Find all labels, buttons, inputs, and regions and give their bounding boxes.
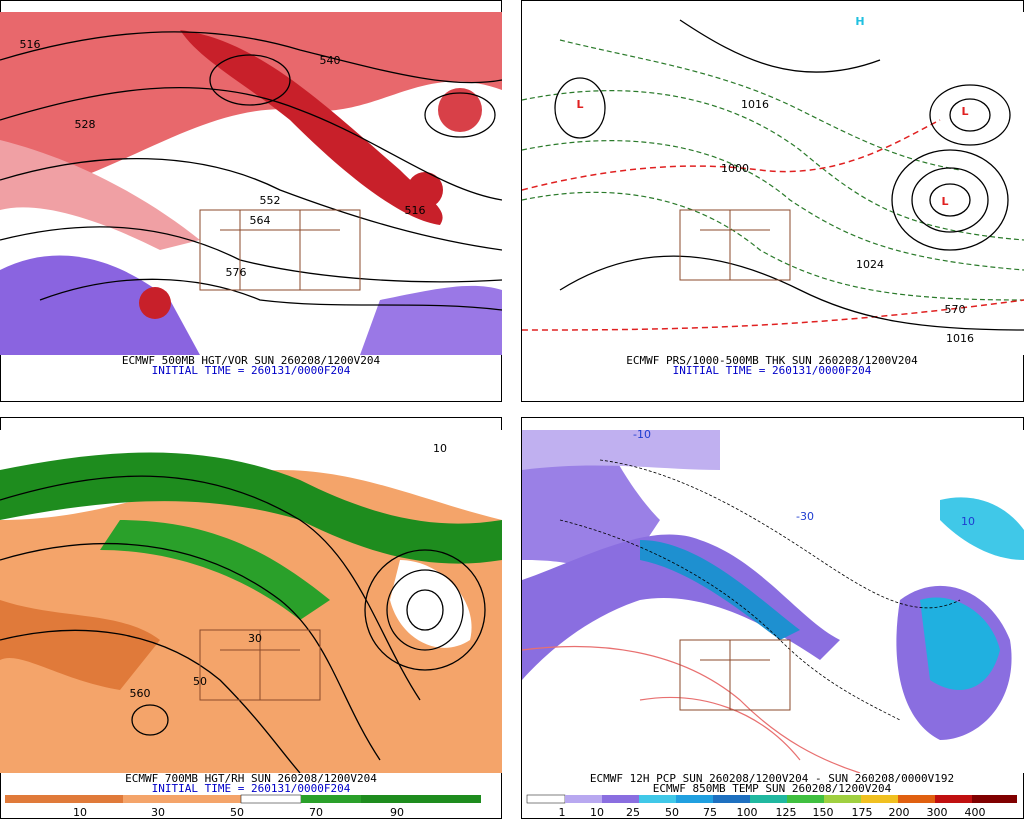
colorbar-label: 70 xyxy=(309,806,323,819)
contour-label: 540 xyxy=(320,54,341,67)
contour-label: 560 xyxy=(130,687,151,700)
contour-label: 516 xyxy=(20,38,41,51)
contour-label: 1016 xyxy=(946,332,974,345)
contour-label: 552 xyxy=(260,194,281,207)
colorbar-rh xyxy=(5,794,481,804)
map-prs-thk xyxy=(522,12,1024,355)
contour-label: 10 xyxy=(961,515,975,528)
contour-label: 50 xyxy=(193,675,207,688)
colorbar-label: 25 xyxy=(626,806,640,819)
colorbar-label: 100 xyxy=(737,806,758,819)
map-pcp-temp xyxy=(522,430,1024,773)
contour-label: 528 xyxy=(75,118,96,131)
initial-time: INITIAL TIME = 260131/0000F204 xyxy=(152,364,351,377)
colorbar-label: 50 xyxy=(230,806,244,819)
contour-label: 1024 xyxy=(856,258,884,271)
colorbar-label: 200 xyxy=(889,806,910,819)
contour-label: 1016 xyxy=(741,98,769,111)
map-caption: ECMWF 500MB HGT/VOR SUN 260208/1200V204 xyxy=(122,354,381,367)
colorbar-label: 50 xyxy=(665,806,679,819)
map-500mb xyxy=(0,12,502,355)
contour-label: 30 xyxy=(248,632,262,645)
map-caption: ECMWF PRS/1000-500MB THK SUN 260208/1200… xyxy=(626,354,918,367)
initial-time: INITIAL TIME = 260131/0000F204 xyxy=(152,782,351,795)
contour-label: -10 xyxy=(633,428,651,441)
colorbar-label: 30 xyxy=(151,806,165,819)
contour-label: 576 xyxy=(226,266,247,279)
contour-label: L xyxy=(941,195,948,208)
colorbar-label: 150 xyxy=(813,806,834,819)
map-700mb-rh xyxy=(0,430,502,773)
initial-time: INITIAL TIME = 260131/0000F204 xyxy=(673,364,872,377)
colorbar-label: 175 xyxy=(852,806,873,819)
contour-label: L xyxy=(961,105,968,118)
colorbar-label: 10 xyxy=(73,806,87,819)
colorbar-label: 300 xyxy=(927,806,948,819)
colorbar-label: 1 xyxy=(559,806,566,819)
contour-label: 10 xyxy=(433,442,447,455)
contour-label: 570 xyxy=(945,303,966,316)
contour-label: H xyxy=(855,15,864,28)
contour-label: 564 xyxy=(250,214,271,227)
initial-time: ECMWF 850MB TEMP SUN 260208/1200V204 xyxy=(653,782,892,795)
colorbar-pcp xyxy=(526,794,1017,804)
colorbar-label: 90 xyxy=(390,806,404,819)
map-caption: ECMWF 700MB HGT/RH SUN 260208/1200V204 xyxy=(125,772,377,785)
contour-label: 516 xyxy=(405,204,426,217)
colorbar-label: 10 xyxy=(590,806,604,819)
colorbar-label: 400 xyxy=(965,806,986,819)
colorbar-label: 125 xyxy=(776,806,797,819)
contour-label: 1000 xyxy=(721,162,749,175)
map-caption: ECMWF 12H PCP SUN 260208/1200V204 - SUN … xyxy=(590,772,954,785)
contour-label: L xyxy=(576,98,583,111)
colorbar-label: 75 xyxy=(703,806,717,819)
contour-label: -30 xyxy=(796,510,814,523)
